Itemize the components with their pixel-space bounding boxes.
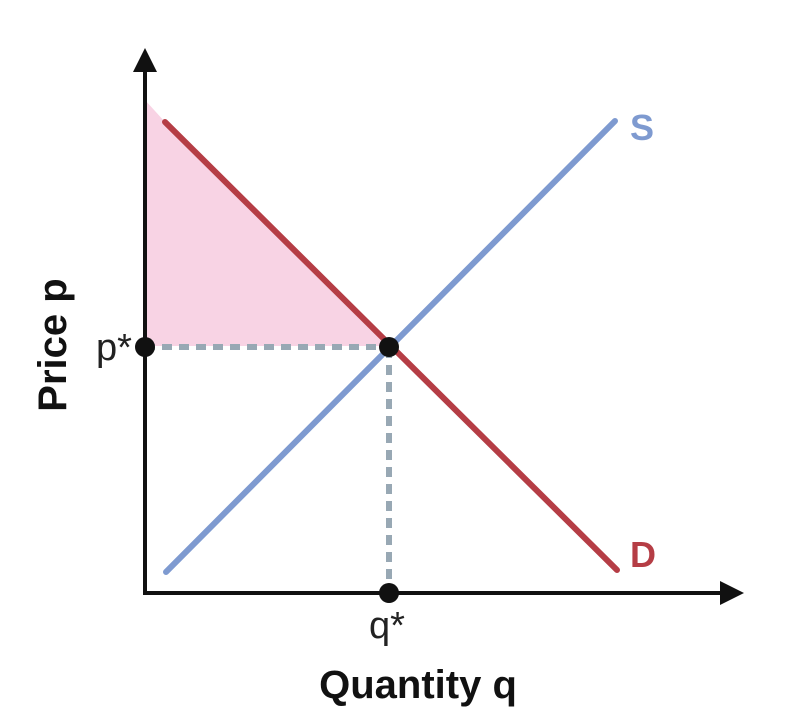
equilibrium-quantity-label: q* bbox=[369, 605, 405, 647]
price-axis-point bbox=[135, 337, 155, 357]
quantity-axis-point bbox=[379, 583, 399, 603]
equilibrium-price-label: p* bbox=[96, 327, 132, 369]
consumer-surplus-area bbox=[145, 100, 390, 346]
y-axis-arrow bbox=[133, 48, 157, 72]
y-axis-title: Price p bbox=[31, 278, 75, 411]
equilibrium-point bbox=[379, 337, 399, 357]
x-axis-title: Quantity q bbox=[319, 663, 517, 707]
demand-curve-label: D bbox=[630, 534, 656, 575]
x-axis-arrow bbox=[720, 581, 744, 605]
supply-curve-label: S bbox=[630, 107, 654, 148]
